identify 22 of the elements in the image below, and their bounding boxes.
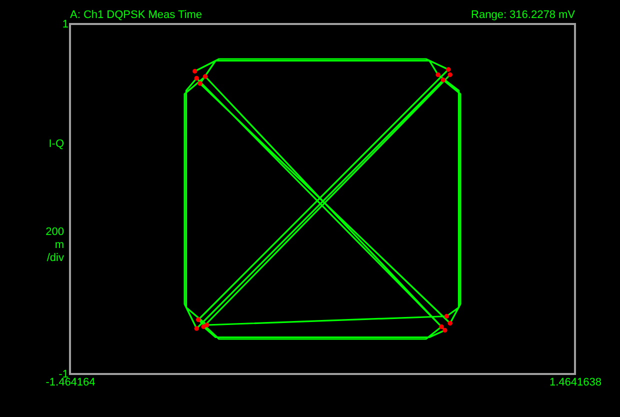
point	[192, 68, 198, 74]
y-tick-label: 1	[62, 18, 68, 30]
point	[194, 326, 199, 331]
x-tick-label: 1.4641638	[550, 376, 602, 388]
point	[436, 72, 440, 78]
text: Range: 316.2278 mV	[471, 9, 576, 21]
point	[198, 81, 202, 86]
point	[201, 324, 206, 330]
chart-title: A: Ch1 DQPSK Meas Time	[70, 9, 202, 21]
text: 200 m /div	[46, 226, 64, 264]
y-axis-title: I-Q	[48, 138, 64, 150]
point	[444, 314, 450, 319]
point	[202, 74, 208, 79]
point	[194, 76, 199, 81]
point	[446, 67, 451, 72]
point	[196, 317, 201, 322]
point	[448, 320, 452, 326]
point	[440, 78, 446, 82]
point	[442, 328, 448, 333]
line-series	[184, 58, 462, 340]
point	[439, 324, 444, 330]
point	[448, 72, 452, 78]
